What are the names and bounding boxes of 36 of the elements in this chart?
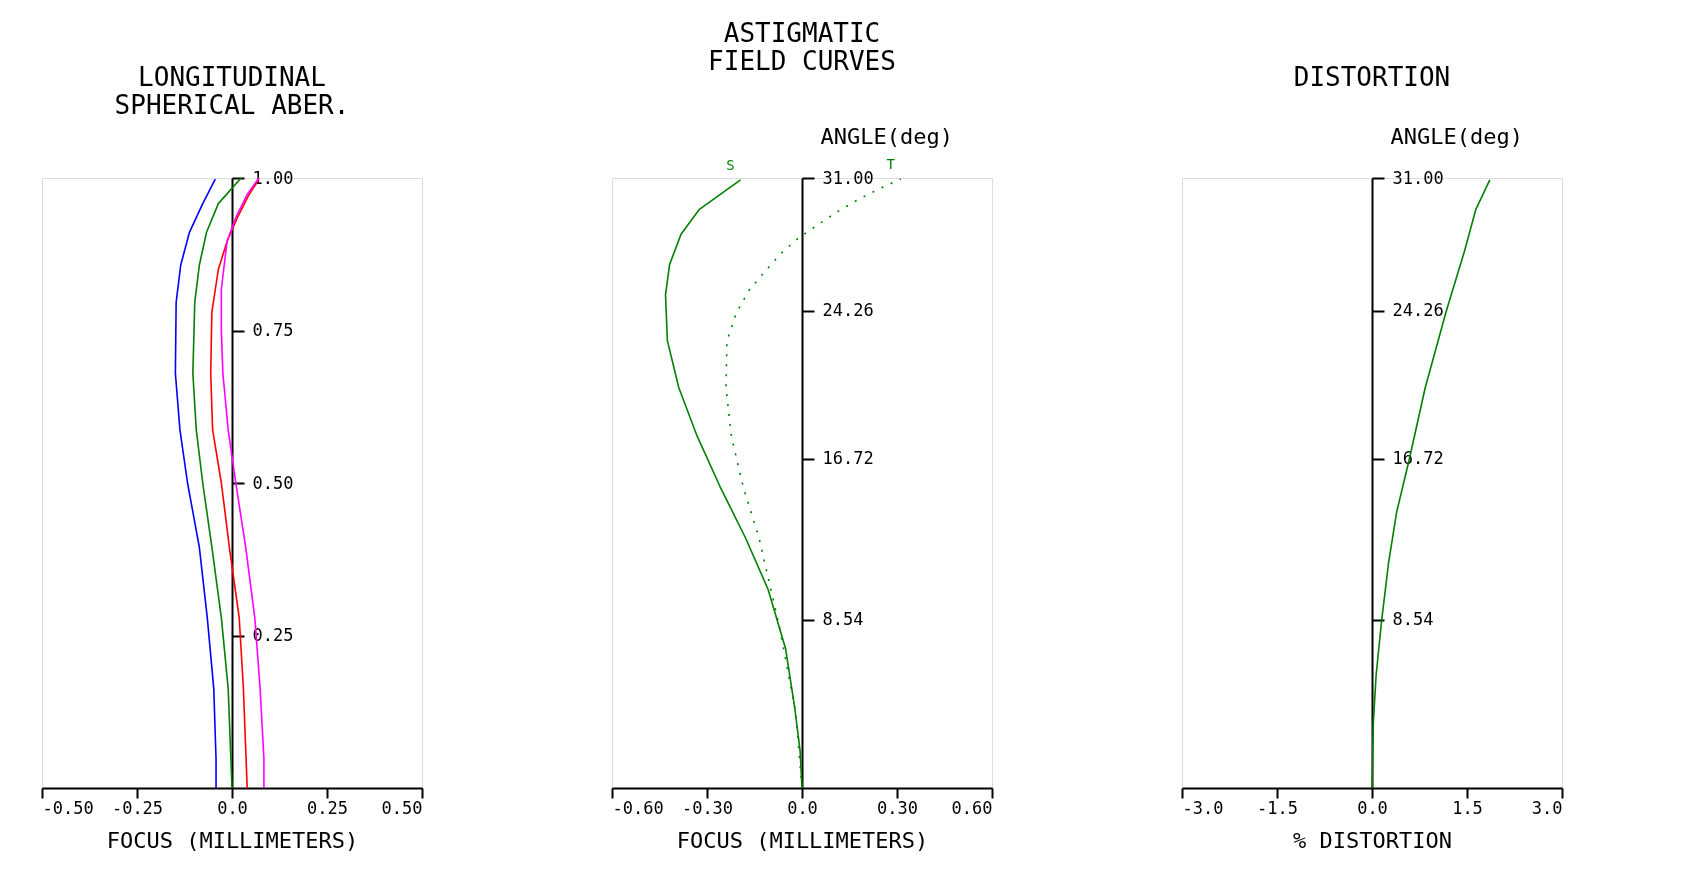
y-tick-label: 16.72 — [822, 448, 874, 469]
x-tick-label: -0.25 — [111, 797, 164, 818]
y-axis-title: ANGLE(deg) — [820, 123, 953, 149]
y-tick-label: 24.26 — [822, 300, 874, 321]
x-tick-label: 0.25 — [307, 797, 348, 818]
x-tick-label: 1.5 — [1452, 797, 1483, 818]
x-tick-label: 0.30 — [877, 797, 918, 818]
y-tick-label: 31.00 — [1392, 167, 1444, 188]
y-tick-label: 0.75 — [252, 320, 294, 340]
x-tick-label: -3.0 — [1182, 797, 1224, 818]
x-tick-label: 0.0 — [787, 797, 818, 818]
x-axis-title: FOCUS (MILLIMETERS) — [106, 827, 359, 853]
x-tick-label: -1.5 — [1257, 797, 1298, 818]
x-tick-label: -0.60 — [612, 797, 664, 818]
x-tick-label: 0.0 — [217, 797, 248, 818]
series-label: T — [886, 155, 896, 172]
y-tick-label: 24.26 — [1392, 300, 1444, 321]
x-tick-label: 0.0 — [1357, 797, 1388, 818]
x-tick-label: 0.50 — [381, 797, 423, 818]
x-axis-title: % DISTORTION — [1293, 827, 1452, 853]
series-label: S — [726, 156, 735, 173]
y-tick-label: 0.50 — [252, 472, 294, 493]
x-tick-label: 3.0 — [1531, 797, 1563, 818]
y-tick-label: 8.54 — [822, 609, 864, 630]
x-tick-label: 0.60 — [951, 797, 993, 818]
x-tick-label: -0.50 — [42, 797, 94, 818]
chart-title: LONGITUDINAL SPHERICAL ABER. — [114, 62, 350, 120]
y-axis-title: ANGLE(deg) — [1390, 123, 1523, 149]
line-series — [174, 178, 217, 789]
y-tick-label: 8.54 — [1392, 609, 1434, 630]
y-tick-label: 31.00 — [822, 167, 874, 188]
x-axis-title: FOCUS (MILLIMETERS) — [676, 827, 929, 853]
chart-title: DISTORTION — [1293, 62, 1451, 92]
y-tick-label: 1.00 — [252, 167, 294, 188]
x-tick-label: -0.30 — [681, 797, 734, 818]
chart-title: ASTIGMATIC FIELD CURVES — [708, 18, 896, 76]
